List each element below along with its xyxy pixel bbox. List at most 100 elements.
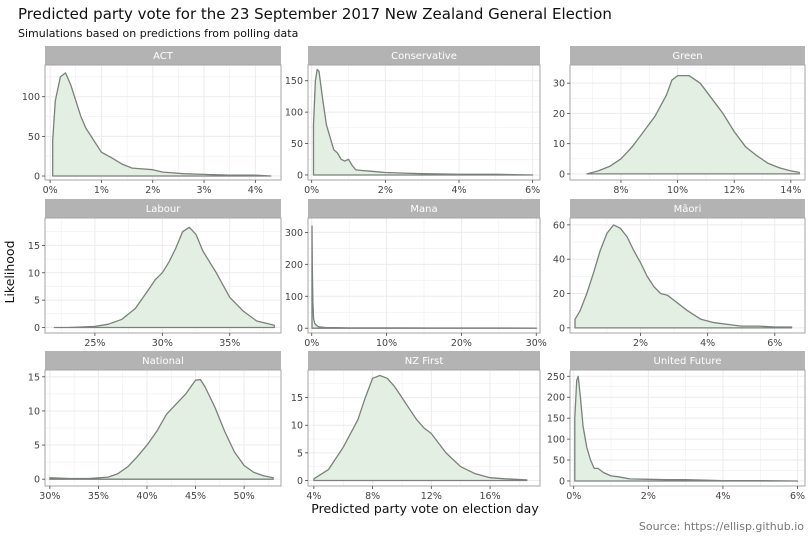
- strip-label-mana: Mana: [410, 204, 437, 215]
- x-tick-label-mana-1: 10%: [376, 338, 397, 349]
- y-tick-label-nz-first-0: 0: [297, 476, 303, 487]
- strip-green: [570, 46, 805, 65]
- strip-label-nz-first: NZ First: [405, 356, 444, 367]
- y-tick-label-green-2: 20: [553, 109, 565, 120]
- y-tick-label-nz-first-2: 10: [291, 421, 303, 432]
- x-tick-label-mana-0: 0%: [304, 338, 319, 349]
- panel-border-labour: [44, 217, 282, 334]
- x-tick-label-national-1: 35%: [88, 491, 109, 502]
- y-tick-label-united-future-1: 50: [553, 456, 565, 467]
- y-tick-label-united-future-5: 250: [547, 372, 565, 383]
- x-tick-label-national-4: 50%: [234, 491, 255, 502]
- panel-maori: Māori 2% 4% 6% 0 20 40 60: [553, 199, 806, 349]
- y-tick-label-nz-first-1: 5: [297, 448, 303, 459]
- x-tick-label-conservative-0: 0%: [304, 185, 319, 196]
- y-tick-label-maori-2: 40: [553, 255, 565, 266]
- y-tick-label-national-2: 10: [28, 406, 40, 417]
- x-tick-label-green-3: 14%: [780, 185, 801, 196]
- x-tick-label-maori-2: 6%: [767, 338, 782, 349]
- panel-conservative: Conservative 0% 2% 4% 6% 0 50 100 150: [285, 46, 541, 196]
- y-tick-label-act-2: 100: [22, 92, 40, 103]
- strip-mana: [308, 199, 540, 218]
- x-tick-label-labour-2: 35%: [219, 338, 240, 349]
- y-tick-label-united-future-2: 100: [547, 435, 565, 446]
- strip-nz-first: [308, 351, 540, 370]
- y-tick-label-national-3: 15: [28, 372, 40, 383]
- x-tick-label-nz-first-2: 12%: [421, 491, 442, 502]
- source-caption: Source: https://ellisp.github.io: [639, 520, 804, 533]
- density-area-mana: [311, 225, 537, 329]
- y-tick-label-national-1: 5: [34, 441, 40, 452]
- x-tick-label-national-0: 30%: [39, 491, 60, 502]
- x-tick-label-act-4: 4%: [248, 185, 263, 196]
- x-tick-label-nz-first-0: 4%: [306, 491, 321, 502]
- y-tick-label-green-3: 30: [553, 79, 565, 90]
- density-area-green: [586, 74, 800, 175]
- panel-green: Green 8% 10% 12% 14% 0 10 20 30: [553, 46, 806, 196]
- y-tick-label-labour-1: 5: [34, 296, 40, 307]
- panel-mana: Mana 0% 10% 20% 30% 0 100 200 300: [285, 199, 547, 349]
- y-tick-label-act-0: 0: [34, 172, 40, 183]
- x-tick-label-nz-first-3: 16%: [480, 491, 501, 502]
- x-tick-label-united-future-3: 6%: [790, 491, 805, 502]
- y-tick-label-maori-1: 20: [553, 289, 565, 300]
- x-tick-label-maori-0: 2%: [633, 338, 648, 349]
- panel-border-national: [44, 369, 282, 487]
- strip-conservative: [308, 46, 540, 65]
- y-tick-label-united-future-4: 200: [547, 393, 565, 404]
- x-tick-label-united-future-1: 2%: [641, 491, 656, 502]
- strip-label-green: Green: [672, 51, 702, 62]
- y-tick-label-green-0: 0: [559, 169, 565, 180]
- y-tick-label-green-1: 10: [553, 139, 565, 150]
- x-tick-label-conservative-3: 6%: [525, 185, 540, 196]
- panel-nz-first: NZ First 4% 8% 12% 16% 0 5 10 15: [291, 351, 541, 502]
- x-tick-label-national-2: 40%: [136, 491, 157, 502]
- x-tick-label-labour-1: 30%: [152, 338, 173, 349]
- panel-labour: Labour 25% 30% 35% 0 5 10 15: [28, 199, 282, 349]
- panel-act: ACT 0% 1% 2% 3% 4% 0 50 100: [22, 46, 282, 196]
- x-tick-label-labour-0: 25%: [84, 338, 105, 349]
- y-tick-label-conservative-0: 0: [297, 170, 303, 181]
- y-tick-label-mana-2: 200: [285, 260, 303, 271]
- x-tick-label-mana-2: 20%: [451, 338, 472, 349]
- y-tick-label-mana-0: 0: [297, 324, 303, 335]
- panel-border-act: [44, 64, 282, 181]
- y-tick-label-act-1: 50: [28, 132, 40, 143]
- density-area-national: [49, 378, 274, 480]
- density-area-nz-first: [313, 374, 528, 482]
- y-tick-label-labour-2: 10: [28, 268, 40, 279]
- y-tick-label-conservative-1: 50: [291, 139, 303, 150]
- x-tick-label-united-future-2: 4%: [715, 491, 730, 502]
- y-tick-label-united-future-0: 0: [559, 476, 565, 487]
- strip-act: [45, 46, 281, 65]
- y-tick-label-mana-1: 100: [285, 292, 303, 303]
- panel-united-future: United Future 0% 2% 4% 6% 0 50 100 150 200 250: [547, 351, 806, 502]
- strip-label-conservative: Conservative: [391, 51, 457, 62]
- x-tick-label-green-2: 12%: [724, 185, 745, 196]
- y-tick-label-maori-0: 0: [559, 323, 565, 334]
- y-tick-label-conservative-2: 100: [285, 108, 303, 119]
- x-tick-label-conservative-1: 2%: [378, 185, 393, 196]
- panel-border-mana: [307, 217, 541, 334]
- x-tick-label-mana-3: 30%: [526, 338, 547, 349]
- x-tick-label-conservative-2: 4%: [451, 185, 466, 196]
- panel-border-conservative: [307, 64, 541, 181]
- plot-area-united-future: [570, 370, 805, 486]
- strip-label-maori: Māori: [674, 204, 702, 215]
- density-area-act: [52, 72, 272, 177]
- y-tick-label-mana-3: 300: [285, 228, 303, 239]
- density-area-maori: [574, 224, 793, 329]
- density-area-united-future: [574, 375, 799, 482]
- x-tick-label-maori-1: 4%: [700, 338, 715, 349]
- strip-label-united-future: United Future: [654, 356, 722, 367]
- y-tick-label-national-0: 0: [34, 475, 40, 486]
- strip-national: [45, 351, 281, 370]
- panel-national: National 30% 35% 40% 45% 50% 0 5 10 15: [28, 351, 282, 502]
- strip-united-future: [570, 351, 805, 370]
- panel-border-united-future: [569, 369, 806, 487]
- strip-labour: [45, 199, 281, 218]
- x-tick-label-green-1: 10%: [667, 185, 688, 196]
- panel-border-green: [569, 64, 806, 181]
- chart-subtitle: Simulations based on predictions from po…: [18, 27, 298, 40]
